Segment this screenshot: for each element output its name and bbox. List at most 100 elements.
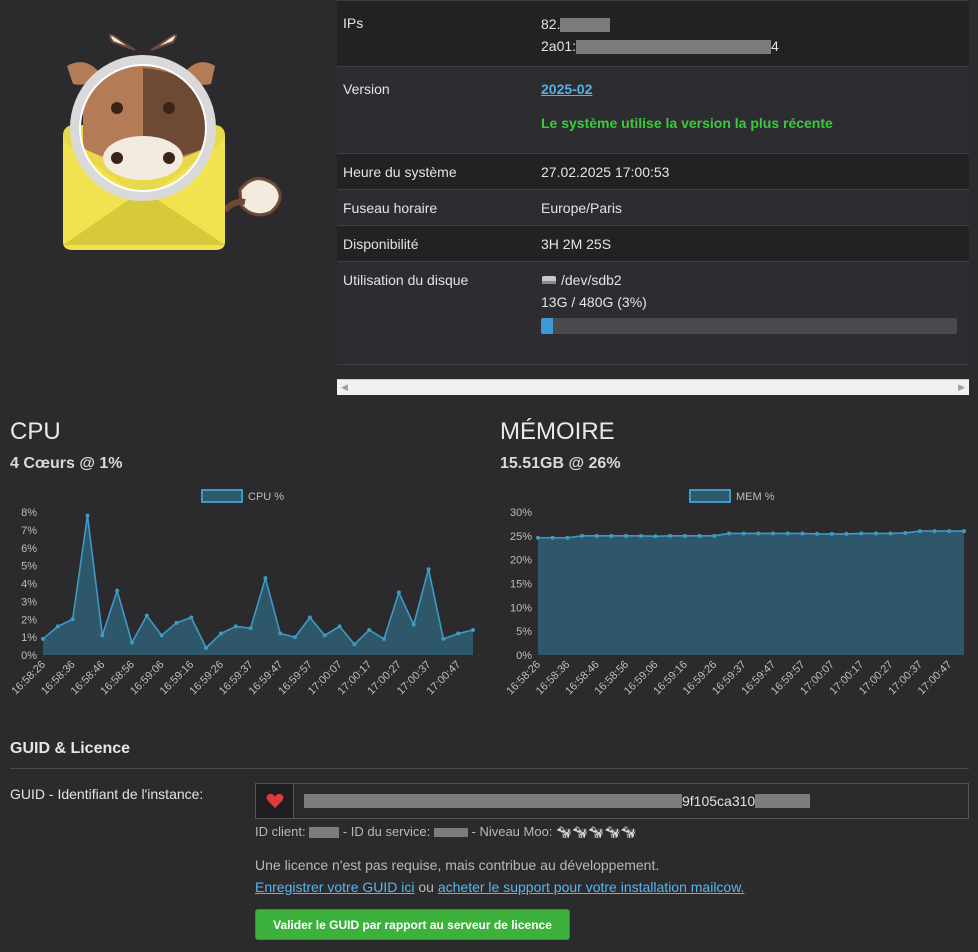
memory-ytick: 15%: [510, 579, 532, 591]
memory-title: MÉMOIRE: [500, 418, 615, 445]
cpu-data-point[interactable]: [70, 617, 75, 622]
memory-data-point[interactable]: [932, 529, 937, 534]
service-id-label: - ID du service:: [342, 824, 431, 839]
guid-field[interactable]: 9f105ca310: [255, 783, 969, 819]
uptime-value: 3H 2M 25S: [541, 235, 612, 252]
cpu-data-point[interactable]: [85, 513, 90, 518]
cpu-data-point[interactable]: [115, 588, 120, 593]
memory-data-point[interactable]: [550, 535, 555, 540]
memory-data-point[interactable]: [741, 531, 746, 536]
cpu-data-point[interactable]: [352, 642, 357, 647]
guid-section-title: GUID & Licence: [10, 740, 131, 757]
memory-data-point[interactable]: [726, 531, 731, 536]
memory-summary: 15.51GB @ 26%: [500, 455, 621, 472]
memory-data-point[interactable]: [844, 531, 849, 536]
memory-data-point[interactable]: [829, 531, 834, 536]
ipv6-suffix: 4: [771, 38, 779, 54]
scroll-right-icon[interactable]: ▶: [958, 382, 965, 392]
memory-legend-swatch[interactable]: [689, 489, 731, 503]
memory-data-point[interactable]: [859, 531, 864, 536]
memory-data-point[interactable]: [785, 531, 790, 536]
memory-data-point[interactable]: [756, 531, 761, 536]
buy-support-link[interactable]: acheter le support pour votre installati…: [437, 879, 745, 895]
memory-data-point[interactable]: [594, 533, 599, 538]
memory-data-point[interactable]: [815, 531, 820, 536]
cpu-data-point[interactable]: [144, 613, 149, 618]
cpu-ytick: 7%: [21, 525, 37, 537]
memory-chart: MEM %0%5%10%15%20%25%30%16:58:2616:58:36…: [504, 489, 966, 697]
memory-ytick: 30%: [510, 507, 532, 519]
cpu-data-point[interactable]: [293, 635, 298, 640]
memory-data-point[interactable]: [903, 530, 908, 535]
memory-ytick: 0%: [516, 650, 532, 662]
cpu-data-point[interactable]: [233, 624, 238, 629]
cpu-data-point[interactable]: [322, 633, 327, 638]
scroll-left-icon[interactable]: ◀: [341, 382, 348, 392]
memory-data-point[interactable]: [682, 533, 687, 538]
cpu-series-line: [42, 515, 474, 650]
disk-label: Utilisation du disque: [343, 272, 469, 288]
timezone-label: Fuseau horaire: [343, 199, 438, 216]
redacted-service-id: [433, 828, 468, 838]
cpu-data-point[interactable]: [204, 645, 209, 650]
license-note: Une licence n'est pas requise, mais cont…: [255, 857, 660, 873]
cpu-data-point[interactable]: [367, 627, 372, 632]
cpu-data-point[interactable]: [441, 636, 446, 641]
redacted-guid-suffix: [755, 794, 811, 808]
memory-data-point[interactable]: [624, 533, 629, 538]
cpu-data-point[interactable]: [41, 636, 45, 641]
memory-data-point[interactable]: [580, 533, 585, 538]
cpu-data-point[interactable]: [263, 576, 268, 581]
redacted-client-id: [309, 827, 340, 839]
cpu-legend-swatch[interactable]: [201, 489, 243, 503]
memory-data-point[interactable]: [800, 531, 805, 536]
validate-guid-button[interactable]: Valider le GUID par rapport au serveur d…: [255, 909, 570, 940]
memory-data-point[interactable]: [712, 533, 717, 538]
memory-data-point[interactable]: [771, 531, 776, 536]
cpu-data-point[interactable]: [55, 624, 60, 629]
cpu-chart: CPU %0%1%2%3%4%5%6%7%8%16:58:2616:58:361…: [9, 489, 475, 697]
cpu-data-point[interactable]: [382, 636, 387, 641]
memory-ytick: 20%: [510, 555, 532, 567]
memory-data-point[interactable]: [697, 533, 702, 538]
memory-data-point[interactable]: [917, 529, 922, 534]
cpu-data-point[interactable]: [174, 620, 179, 625]
memory-data-point[interactable]: [638, 533, 643, 538]
memory-data-point[interactable]: [668, 533, 673, 538]
cpu-data-point[interactable]: [248, 626, 253, 631]
memory-data-point[interactable]: [609, 533, 614, 538]
memory-data-point[interactable]: [536, 535, 540, 540]
version-link[interactable]: 2025-02: [541, 81, 593, 97]
redacted-ipv4: [560, 18, 611, 33]
cpu-data-point[interactable]: [100, 633, 105, 638]
cpu-data-point[interactable]: [159, 633, 164, 638]
cpu-summary: 4 Cœurs @ 1%: [10, 455, 123, 472]
cpu-data-point[interactable]: [411, 622, 416, 627]
register-guid-link[interactable]: Enregistrer votre GUID ici: [255, 879, 415, 895]
memory-data-point[interactable]: [653, 534, 658, 539]
cpu-data-point[interactable]: [278, 631, 283, 636]
cpu-data-point[interactable]: [337, 624, 342, 629]
version-status: Le système utilise la version la plus ré…: [541, 115, 833, 131]
memory-data-point[interactable]: [947, 529, 952, 534]
system-info-table: IPs 82. 2a01: 4 Version 2025-02 Le systèm…: [337, 0, 969, 365]
uptime-label: Disponibilité: [343, 235, 419, 252]
version-row: Version 2025-02 Le système utilise la ve…: [337, 66, 969, 153]
cpu-data-point[interactable]: [218, 631, 223, 636]
divider: [10, 768, 969, 769]
memory-data-point[interactable]: [962, 529, 966, 534]
memory-data-point[interactable]: [873, 531, 878, 536]
horizontal-scrollbar[interactable]: ◀ ▶: [337, 379, 969, 395]
cpu-data-point[interactable]: [396, 590, 401, 595]
time-value: 27.02.2025 17:00:53: [541, 163, 670, 180]
cpu-data-point[interactable]: [456, 631, 461, 636]
cpu-data-point[interactable]: [307, 615, 312, 620]
memory-data-point[interactable]: [565, 535, 570, 540]
hdd-icon: [542, 276, 556, 284]
time-label: Heure du système: [343, 163, 457, 180]
cpu-data-point[interactable]: [189, 615, 194, 620]
cpu-data-point[interactable]: [129, 640, 134, 645]
cpu-data-point[interactable]: [471, 627, 475, 632]
memory-data-point[interactable]: [888, 531, 893, 536]
cpu-data-point[interactable]: [426, 567, 431, 572]
